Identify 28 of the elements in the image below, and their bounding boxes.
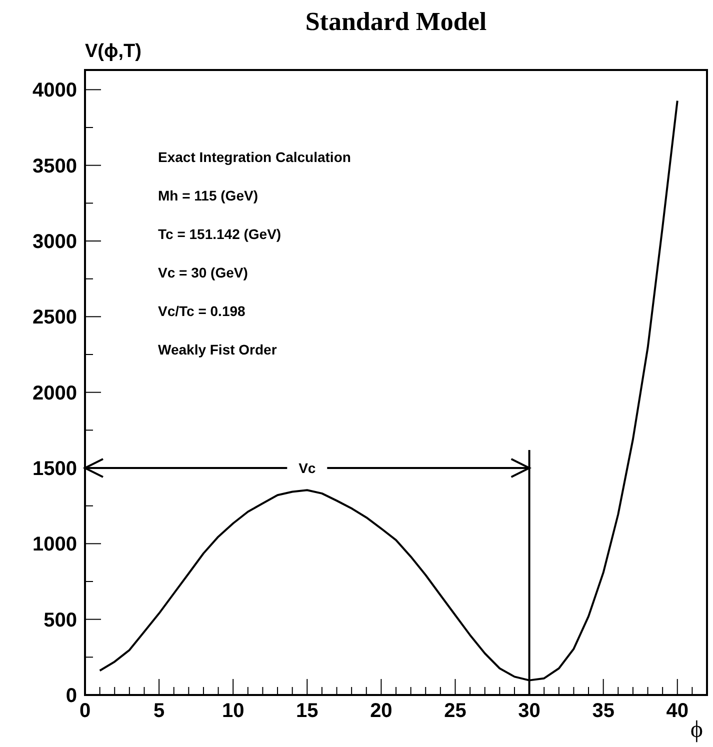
x-tick-label: 20 xyxy=(370,700,392,722)
annotation: Mh = 115 (GeV) xyxy=(158,188,258,204)
x-tick-label: 25 xyxy=(444,700,466,722)
x-tick-label: 10 xyxy=(222,700,244,722)
annotation: Weakly Fist Order xyxy=(158,342,278,358)
x-tick-label: 0 xyxy=(79,700,91,722)
annotation: Exact Integration Calculation xyxy=(158,149,351,165)
annotation: Vc = 30 (GeV) xyxy=(158,264,248,280)
chart-title: Standard Model xyxy=(305,7,487,36)
y-tick-label: 2500 xyxy=(32,306,77,329)
y-axis-title: V(ϕ,T) xyxy=(85,41,142,62)
y-tick-label: 3500 xyxy=(32,155,77,178)
y-tick-label: 0 xyxy=(66,685,77,707)
y-tick-label: 3000 xyxy=(32,231,77,254)
y-tick-label: 1000 xyxy=(32,534,77,556)
x-tick-label: 15 xyxy=(296,700,318,722)
x-axis-title: ϕ xyxy=(690,717,703,743)
y-tick-label: 500 xyxy=(44,609,77,632)
y-tick-label: 2000 xyxy=(32,382,77,404)
x-tick-label: 40 xyxy=(666,700,689,722)
annotation: Tc = 151.142 (GeV) xyxy=(158,226,282,242)
x-tick-label: 30 xyxy=(518,700,540,722)
annotation: Vc/Tc = 0.198 xyxy=(158,303,246,319)
x-tick-label: 35 xyxy=(592,700,614,722)
x-tick-label: 5 xyxy=(153,700,165,722)
ref-line-label: Vc xyxy=(298,460,316,476)
y-tick-label: 1500 xyxy=(32,458,77,480)
y-tick-label: 4000 xyxy=(32,80,77,102)
